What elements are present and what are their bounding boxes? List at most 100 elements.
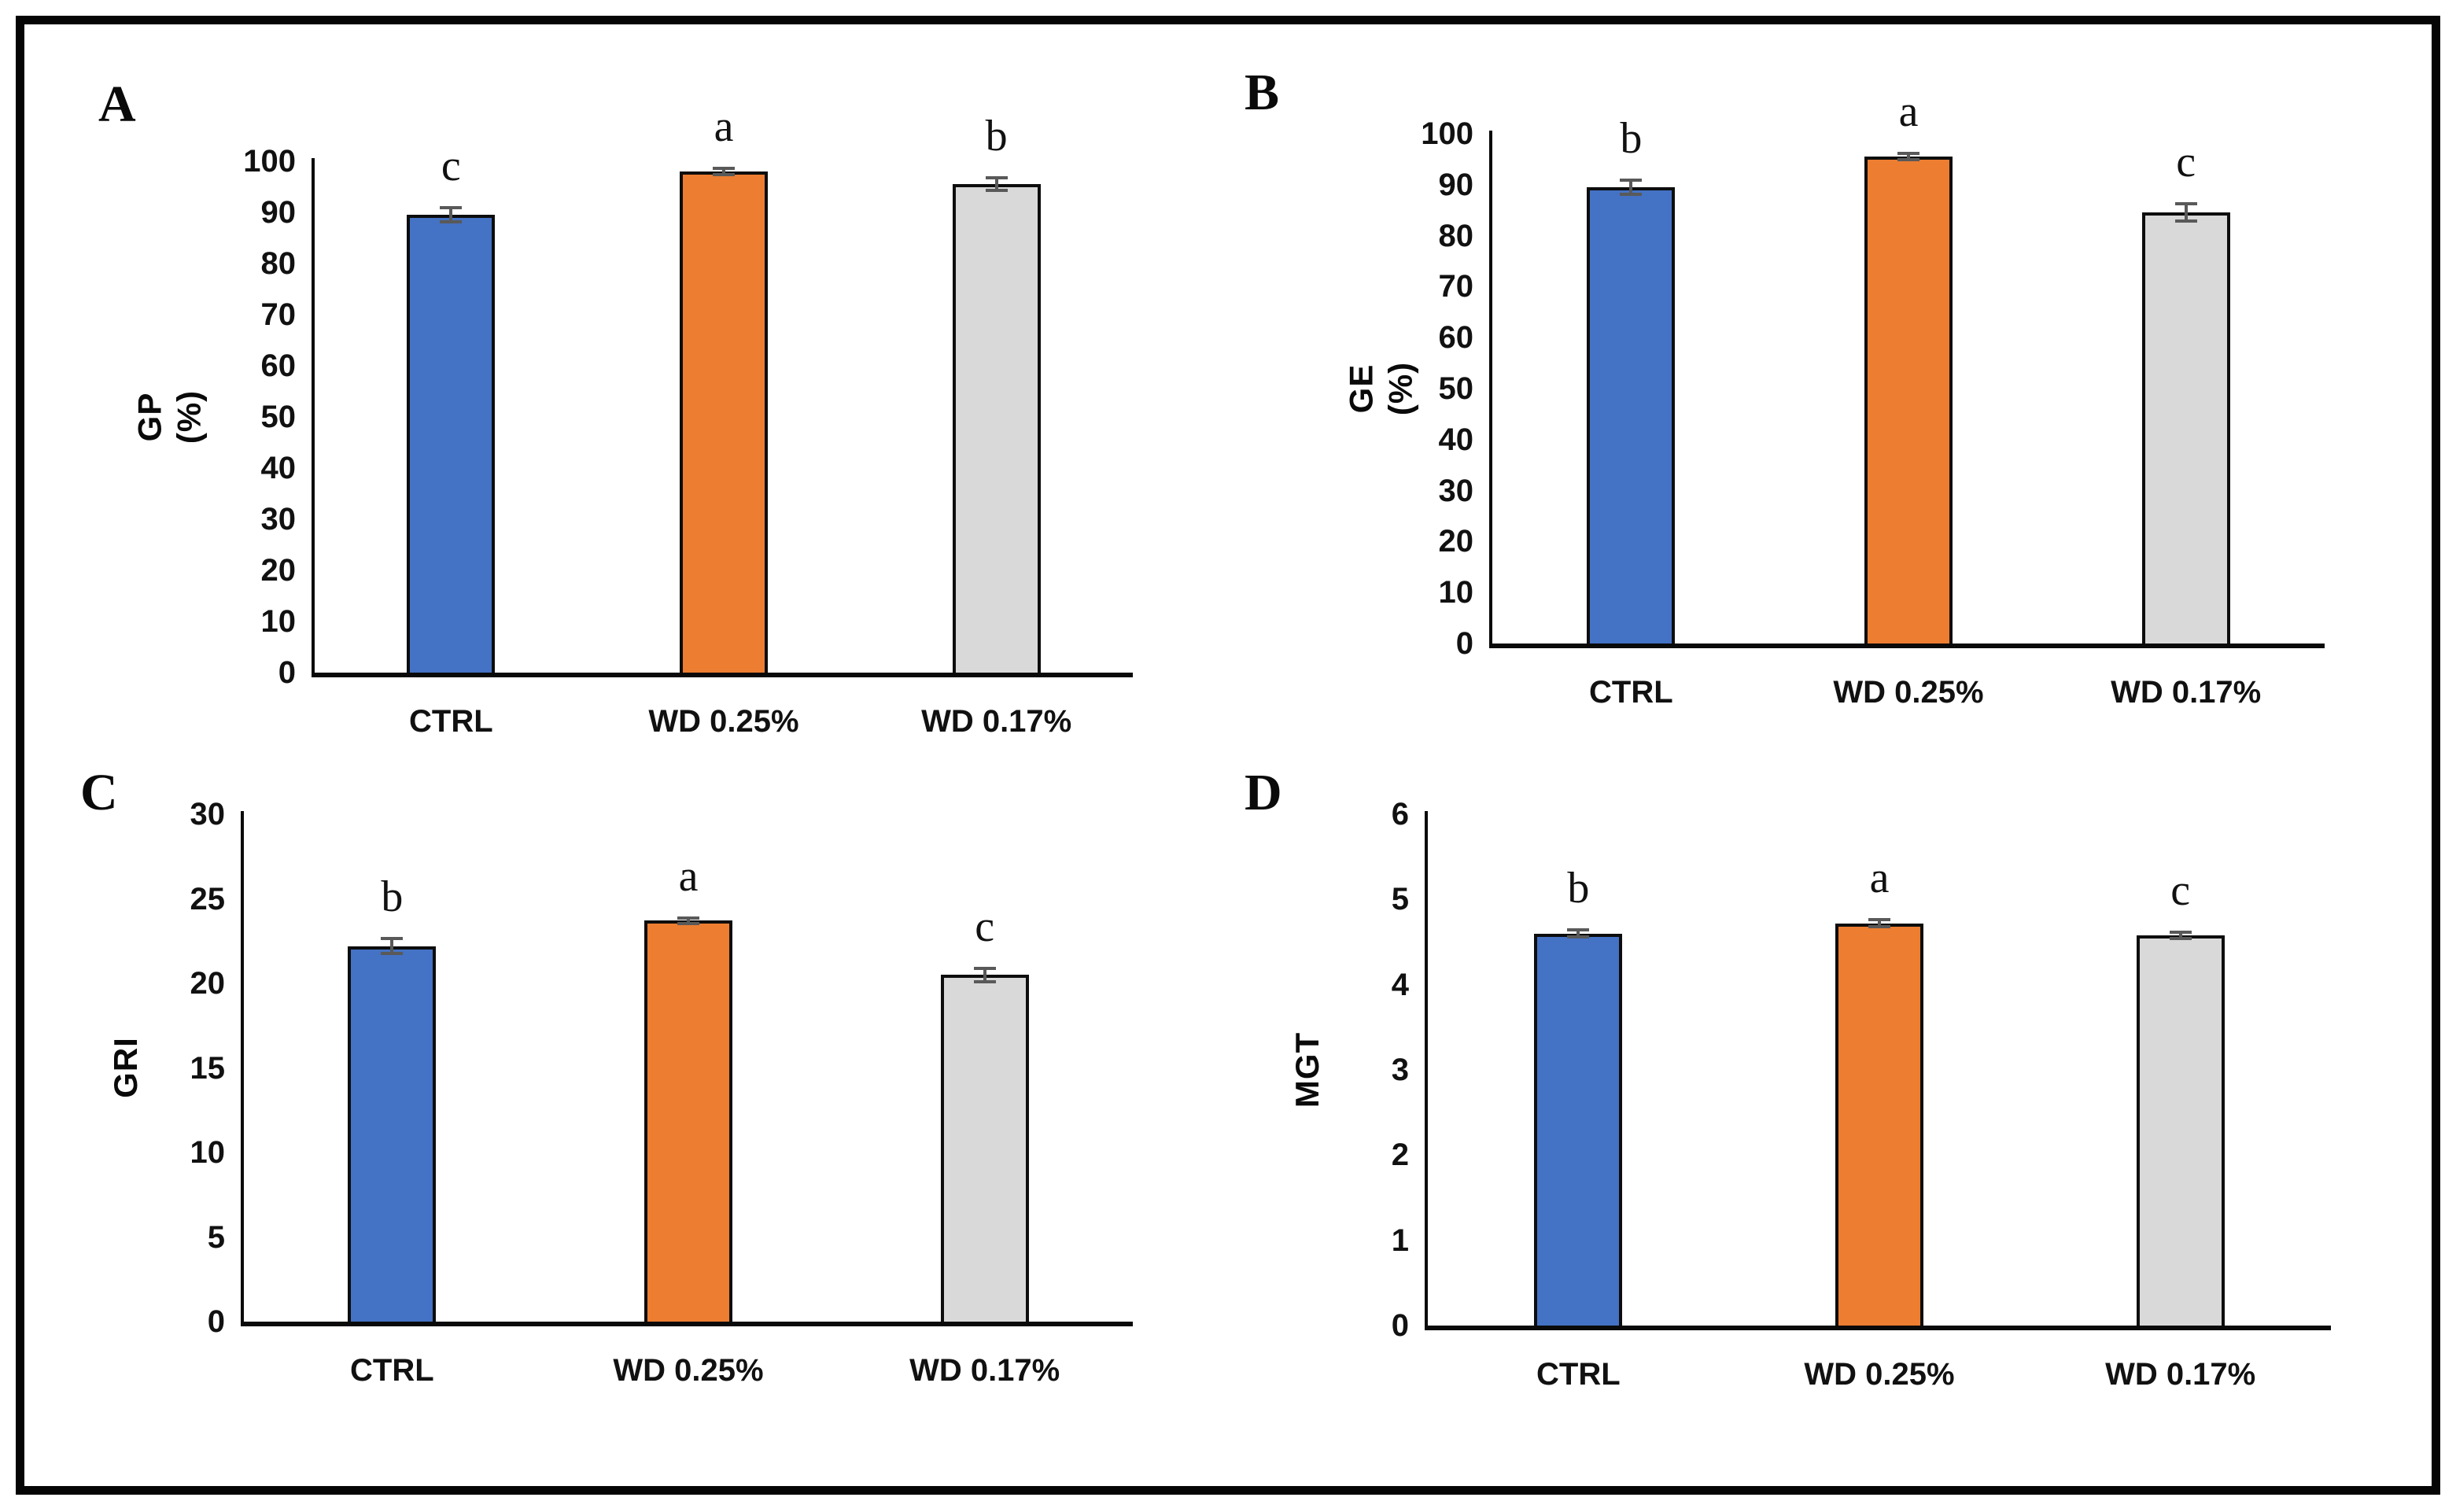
y-tick-label: 10 (190, 1135, 226, 1170)
significance-letter-ctrl: b (1620, 114, 1643, 164)
y-tick-label: 30 (190, 797, 226, 832)
error-bar-cap-bottom (985, 189, 1008, 193)
y-tick-label: 90 (260, 195, 297, 230)
significance-letter-wd-0-25: a (678, 852, 699, 902)
error-bar-wd-0-25 (1878, 920, 1881, 926)
y-tick-label: 70 (1438, 269, 1474, 304)
significance-letter-wd-0-17: c (2170, 865, 2191, 915)
error-bar-wd-0-25 (1907, 154, 1910, 160)
y-tick-label: 30 (260, 502, 297, 537)
error-bar-wd-0-17 (983, 968, 986, 981)
y-tick-label: 0 (1455, 626, 1473, 661)
bar-ctrl (348, 946, 437, 1322)
error-bar-cap-bottom (2174, 219, 2197, 223)
y-tick-label: 20 (190, 966, 226, 1001)
error-bar-cap-bottom (677, 921, 699, 925)
y-tick-label: 40 (1438, 422, 1474, 457)
y-tick-label: 50 (1438, 371, 1474, 406)
x-category-label-ctrl: CTRL (350, 1353, 434, 1388)
y-tick-label: 0 (207, 1304, 225, 1339)
y-tick-label: 30 (1438, 473, 1474, 508)
bar-wd-0-17 (952, 184, 1041, 673)
y-tick-label: 0 (278, 655, 296, 690)
x-axis-line (241, 1322, 1133, 1326)
significance-letter-wd-0-25: a (714, 102, 734, 152)
significance-letter-ctrl: b (381, 872, 404, 922)
x-category-label-wd-0-25: WD 0.25% (1833, 675, 1984, 710)
y-tick-label: 100 (243, 144, 296, 179)
bar-wd-0-25 (1835, 923, 1923, 1326)
y-tick-label: 20 (260, 553, 297, 588)
error-bar-cap-top (440, 206, 463, 210)
bar-wd-0-25 (1864, 157, 1953, 644)
error-bar-cap-top (1567, 928, 1590, 932)
y-tick-label: 15 (190, 1050, 226, 1086)
error-bar-cap-bottom (973, 979, 996, 983)
y-tick-label: 70 (260, 297, 297, 332)
x-category-label-wd-0-25: WD 0.25% (1804, 1357, 1955, 1392)
error-bar-cap-bottom (1567, 935, 1590, 939)
error-bar-ctrl (1576, 931, 1580, 936)
bar-ctrl (1534, 933, 1623, 1326)
error-bar-cap-bottom (381, 952, 404, 956)
bar-wd-0-17 (2136, 935, 2225, 1326)
error-bar-ctrl (1629, 181, 1633, 194)
x-category-label-ctrl: CTRL (409, 704, 493, 739)
error-bar-cap-top (2174, 202, 2197, 206)
y-tick-label: 80 (1438, 218, 1474, 253)
panel-letter-A: A (98, 76, 136, 133)
error-bar-cap-bottom (1897, 158, 1919, 162)
y-axis-line (1425, 811, 1428, 1326)
bar-wd-0-25 (680, 171, 768, 673)
error-bar-cap-bottom (2169, 937, 2192, 941)
error-bar-wd-0-25 (722, 169, 725, 174)
significance-letter-wd-0-17: c (975, 902, 995, 951)
x-category-label-ctrl: CTRL (1536, 1357, 1621, 1392)
error-bar-cap-top (1897, 152, 1919, 156)
significance-letter-wd-0-25: a (1869, 854, 1890, 903)
x-category-label-wd-0-25: WD 0.25% (648, 704, 799, 739)
y-tick-label: 50 (260, 400, 297, 434)
error-bar-cap-top (2169, 930, 2192, 934)
panel-A: A GP (%) 0 10 20 30 40 50 60 70 80 90 100 c CTRL a WD … (24, 24, 1196, 739)
bar-wd-0-17 (2141, 212, 2230, 644)
panel-B: B GE (%) 0 10 20 30 40 50 60 70 80 90 100 b CTRL a WD … (1204, 24, 2431, 732)
error-bar-cap-bottom (1868, 924, 1890, 928)
error-bar-wd-0-17 (994, 179, 998, 190)
y-tick-label: 90 (1438, 167, 1474, 202)
error-bar-cap-top (677, 916, 699, 920)
y-axis-line (241, 811, 244, 1322)
significance-letter-ctrl: b (1567, 864, 1590, 913)
y-tick-label: 0 (1391, 1308, 1409, 1343)
panel-C: C GRI 0 5 10 15 20 25 30 b CTRL a WD 0.25% c WD 0.17… (24, 732, 1196, 1463)
y-tick-label: 2 (1391, 1138, 1409, 1173)
bar-wd-0-17 (940, 975, 1029, 1322)
error-bar-cap-bottom (440, 220, 463, 224)
error-bar-wd-0-25 (687, 919, 690, 923)
y-tick-label: 100 (1421, 116, 1473, 151)
panel-letter-B: B (1245, 64, 1280, 121)
error-bar-ctrl (449, 208, 453, 222)
error-bar-cap-top (381, 937, 404, 941)
y-tick-label: 80 (260, 246, 297, 281)
error-bar-ctrl (390, 939, 394, 953)
y-tick-label: 3 (1391, 1053, 1409, 1087)
y-tick-label: 20 (1438, 524, 1474, 559)
significance-letter-wd-0-17: b (985, 112, 1008, 161)
x-category-label-wd-0-25: WD 0.25% (613, 1353, 764, 1388)
y-tick-label: 60 (260, 348, 297, 383)
y-tick-label: 10 (1438, 575, 1474, 610)
y-tick-label: 1 (1391, 1223, 1409, 1258)
y-tick-label: 60 (1438, 320, 1474, 356)
y-axis-line (1489, 131, 1492, 644)
error-bar-cap-top (1620, 179, 1643, 183)
x-category-label-wd-0-17: WD 0.17% (921, 704, 1072, 739)
panel-letter-C: C (80, 764, 118, 821)
error-bar-cap-top (1868, 918, 1890, 922)
significance-letter-wd-0-25: a (1898, 87, 1919, 137)
error-bar-cap-bottom (1620, 192, 1643, 196)
bar-ctrl (407, 215, 496, 673)
y-tick-label: 6 (1391, 797, 1409, 832)
y-tick-label: 4 (1391, 967, 1409, 1002)
